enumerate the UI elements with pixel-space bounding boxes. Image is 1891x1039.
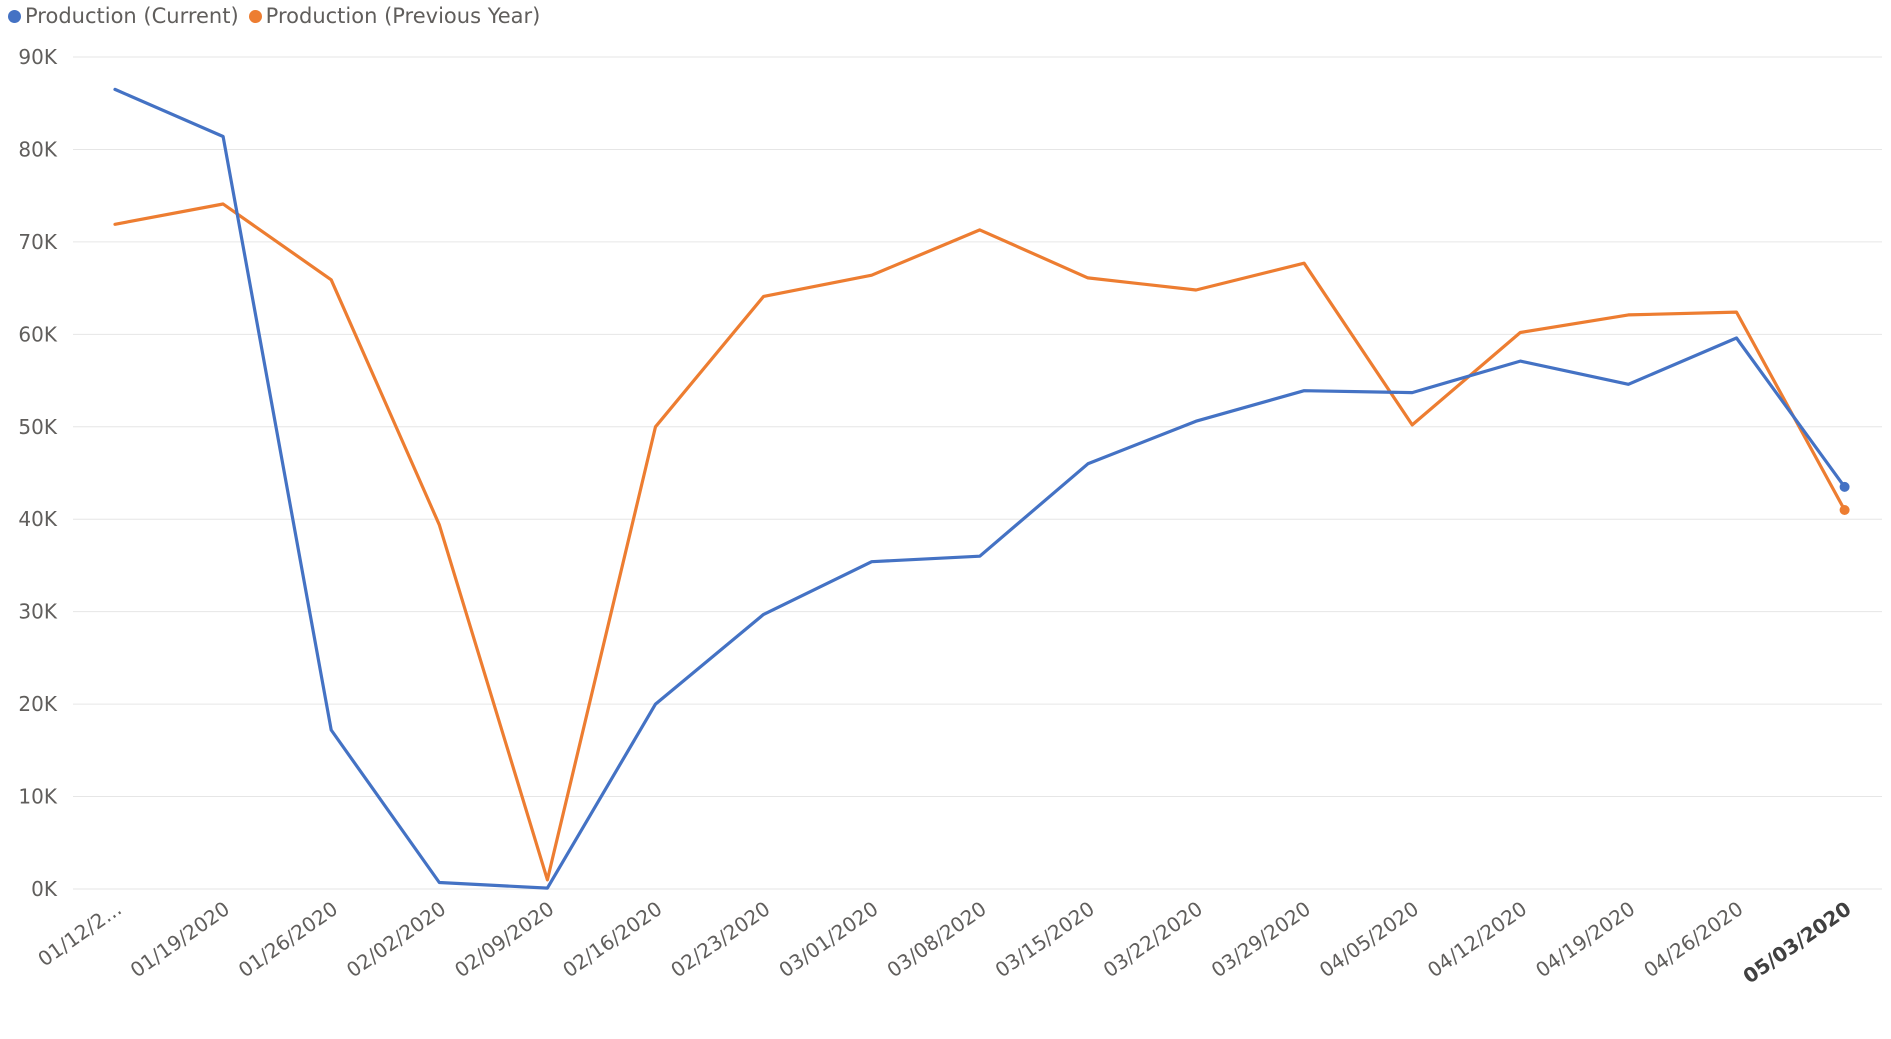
legend-item-current[interactable]: Production (Current) [8, 4, 239, 28]
x-tick-label: 04/12/2020 [1423, 896, 1531, 982]
x-tick-label: 01/12/2... [33, 896, 126, 971]
y-tick-label: 80K [18, 137, 57, 161]
legend-item-previous-year[interactable]: Production (Previous Year) [248, 4, 541, 28]
x-tick-label: 03/29/2020 [1207, 896, 1315, 982]
x-tick-label: 02/09/2020 [450, 896, 558, 982]
series-end-point-1 [1839, 504, 1850, 515]
y-tick-label: 60K [18, 322, 57, 346]
y-tick-label: 70K [18, 230, 57, 254]
x-tick-label: 04/26/2020 [1639, 896, 1747, 982]
y-tick-label: 40K [18, 507, 57, 531]
x-tick-label: 02/16/2020 [558, 896, 666, 982]
y-tick-label: 10K [18, 785, 57, 809]
x-tick-label: 04/19/2020 [1531, 896, 1639, 982]
x-tick-label: 02/02/2020 [342, 896, 450, 982]
x-tick-label: 03/15/2020 [991, 896, 1099, 982]
y-tick-label: 90K [18, 45, 57, 69]
y-tick-label: 30K [18, 600, 57, 624]
x-tick-label: 03/01/2020 [774, 896, 882, 982]
legend-label-previous-year: Production (Previous Year) [265, 4, 541, 28]
x-tick-label: 02/23/2020 [666, 896, 774, 982]
legend-label-current: Production (Current) [25, 4, 239, 28]
series-line-0 [113, 87, 1847, 890]
x-tick-label: 03/22/2020 [1099, 896, 1207, 982]
x-tick-label: 01/26/2020 [234, 896, 342, 982]
legend-marker-current [8, 9, 21, 23]
series-line-1 [113, 202, 1847, 882]
series-end-point-0 [1839, 481, 1850, 492]
x-tick-label: 01/19/2020 [126, 896, 234, 982]
legend-marker-previous-year [248, 9, 262, 23]
x-tick-label: 05/03/2020 [1739, 896, 1856, 988]
y-tick-label: 50K [18, 415, 57, 439]
x-tick-label: 04/05/2020 [1315, 896, 1423, 982]
y-tick-label: 0K [31, 877, 58, 901]
y-tick-label: 20K [18, 692, 57, 716]
x-tick-label: 03/08/2020 [882, 896, 990, 982]
legend: Production (Current) Production (Previou… [8, 4, 550, 28]
